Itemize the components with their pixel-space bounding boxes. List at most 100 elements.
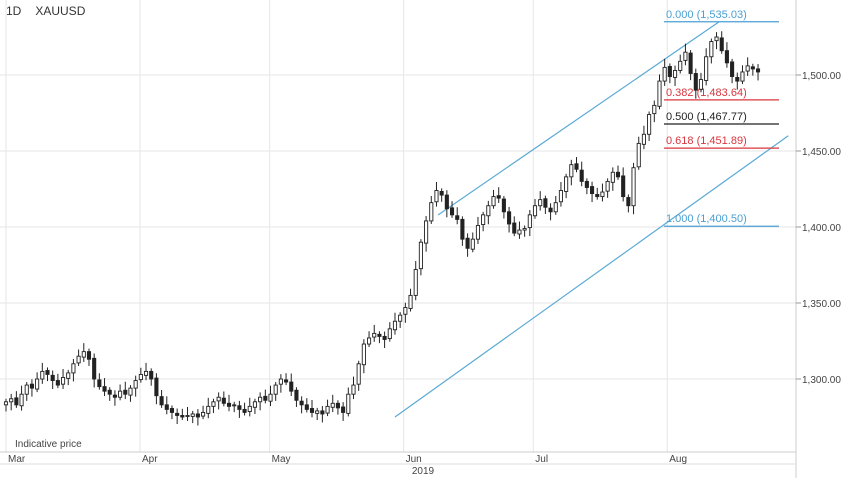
candle-body-117 bbox=[610, 171, 615, 183]
candle-body-14 bbox=[76, 355, 81, 364]
candle-body-46 bbox=[242, 408, 247, 413]
channel-line-1 bbox=[437, 21, 720, 216]
candle-11 bbox=[61, 368, 66, 390]
candle-body-129 bbox=[672, 69, 678, 78]
candle-21 bbox=[112, 390, 117, 406]
candle-body-99 bbox=[517, 229, 522, 235]
candle-body-97 bbox=[507, 211, 512, 225]
candle-body-110 bbox=[574, 163, 579, 170]
candle-body-125 bbox=[652, 104, 657, 115]
candle-body-56 bbox=[294, 389, 299, 401]
interval-label[interactable]: 1D bbox=[6, 4, 22, 18]
candle-126 bbox=[657, 74, 662, 110]
candle-body-61 bbox=[320, 410, 325, 415]
candle-body-69 bbox=[361, 343, 366, 366]
fib-label-3: 0.618 (1,451.89) bbox=[666, 135, 747, 147]
candle-51 bbox=[268, 385, 273, 407]
candle-body-26 bbox=[138, 373, 143, 381]
candle-body-54 bbox=[284, 379, 289, 383]
candle-33 bbox=[175, 408, 180, 424]
candle-104 bbox=[543, 195, 548, 214]
candle-7 bbox=[40, 362, 45, 384]
candle-72 bbox=[377, 331, 382, 344]
candle-139 bbox=[724, 42, 729, 68]
candle-body-40 bbox=[211, 401, 216, 407]
candle-body-107 bbox=[558, 190, 563, 203]
candle-body-79 bbox=[413, 269, 418, 296]
candle-body-36 bbox=[190, 413, 195, 417]
candle-140 bbox=[730, 58, 735, 84]
candle-body-81 bbox=[424, 220, 429, 244]
symbol-label[interactable]: XAUUSD bbox=[35, 4, 86, 18]
candle-41 bbox=[216, 392, 221, 410]
fib-label-4: 1.000 (1,400.50) bbox=[666, 213, 747, 225]
y-tick-label-3: 1,450.00 bbox=[802, 147, 841, 158]
candle-body-38 bbox=[201, 411, 206, 417]
candle-133 bbox=[693, 68, 698, 99]
candle-body-92 bbox=[481, 214, 486, 226]
candle-46 bbox=[242, 402, 247, 416]
candle-71 bbox=[372, 324, 377, 342]
candle-78 bbox=[408, 288, 413, 312]
candle-40 bbox=[211, 398, 216, 414]
candle-107 bbox=[558, 182, 563, 207]
candle-89 bbox=[465, 233, 470, 257]
candle-131 bbox=[683, 43, 688, 66]
candle-19 bbox=[102, 378, 107, 397]
candle-12 bbox=[66, 369, 71, 386]
candle-body-32 bbox=[169, 408, 175, 413]
candle-body-127 bbox=[662, 66, 667, 82]
candle-body-141 bbox=[735, 76, 740, 82]
candle-32 bbox=[169, 405, 175, 420]
candle-body-55 bbox=[289, 381, 294, 392]
candle-body-96 bbox=[501, 198, 506, 213]
fib-label-2: 0.500 (1,467.77) bbox=[666, 111, 747, 123]
candle-body-135 bbox=[704, 56, 709, 81]
candle-body-87 bbox=[455, 215, 460, 220]
candle-129 bbox=[672, 65, 678, 86]
candle-body-18 bbox=[97, 379, 102, 388]
candle-36 bbox=[190, 410, 195, 424]
candle-100 bbox=[522, 225, 527, 237]
candle-55 bbox=[289, 373, 294, 397]
candle-134 bbox=[698, 72, 704, 93]
candle-body-37 bbox=[195, 413, 200, 418]
candle-39 bbox=[206, 397, 211, 419]
candle-body-35 bbox=[185, 415, 190, 417]
candle-81 bbox=[424, 216, 429, 252]
candle-body-91 bbox=[475, 225, 481, 240]
candle-body-4 bbox=[24, 384, 29, 395]
candle-body-114 bbox=[595, 194, 600, 198]
candle-body-103 bbox=[538, 199, 543, 207]
candle-body-75 bbox=[392, 320, 398, 331]
candle-34 bbox=[180, 408, 185, 421]
candle-body-15 bbox=[81, 351, 86, 358]
candle-body-2 bbox=[14, 397, 19, 406]
candle-body-133 bbox=[693, 73, 698, 91]
candle-62 bbox=[325, 399, 330, 417]
candle-116 bbox=[605, 178, 610, 198]
candle-113 bbox=[590, 181, 595, 203]
candle-body-53 bbox=[278, 378, 283, 385]
candle-body-63 bbox=[330, 402, 335, 408]
candle-91 bbox=[475, 216, 481, 245]
candle-body-16 bbox=[86, 351, 92, 360]
candle-body-123 bbox=[641, 133, 646, 145]
fib-label-1: 0.382 (1,483.64) bbox=[666, 87, 747, 99]
candle-3 bbox=[19, 385, 24, 411]
candle-98 bbox=[512, 216, 517, 237]
candle-145 bbox=[755, 64, 761, 81]
candle-29 bbox=[154, 373, 159, 405]
candle-body-70 bbox=[366, 337, 372, 345]
candle-body-116 bbox=[605, 180, 610, 192]
candle-body-7 bbox=[40, 370, 45, 380]
candle-110 bbox=[574, 157, 579, 173]
candle-body-24 bbox=[128, 387, 133, 396]
candle-37 bbox=[195, 409, 200, 426]
candle-130 bbox=[678, 54, 683, 74]
candle-120 bbox=[626, 194, 631, 213]
candle-138 bbox=[719, 31, 724, 54]
candle-73 bbox=[382, 331, 387, 348]
candle-101 bbox=[527, 209, 532, 237]
